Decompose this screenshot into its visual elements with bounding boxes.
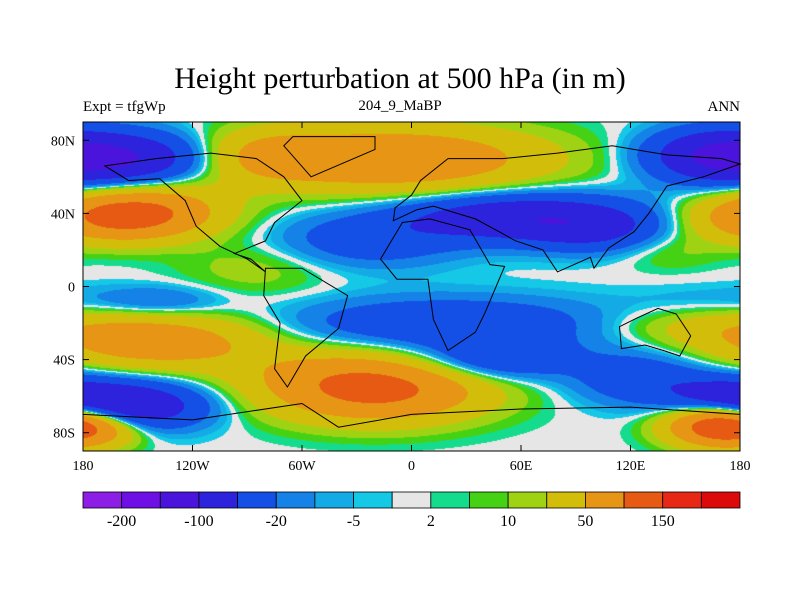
colorbar-box xyxy=(391,491,432,509)
experiment-label: Expt = tfgWp xyxy=(83,99,166,115)
chart-title: Height perturbation at 500 hPa (in m) xyxy=(174,62,626,95)
colorbar-label: 150 xyxy=(651,513,675,530)
colorbar-box xyxy=(623,491,664,509)
colorbar-box xyxy=(314,491,354,509)
y-tick-label: 0 xyxy=(68,281,75,296)
colorbar-box xyxy=(198,491,238,509)
colorbar-box xyxy=(662,491,702,509)
colorbar-box xyxy=(430,491,470,509)
colorbar-box xyxy=(237,491,277,509)
case-label: 204_9_MaBP xyxy=(358,98,442,114)
x-tick-label: 60E xyxy=(510,459,533,474)
coastline-1 xyxy=(263,267,349,388)
x-tick-label: 120W xyxy=(175,459,210,474)
colorbar-label: -20 xyxy=(266,513,287,530)
colorbar-box xyxy=(82,491,123,509)
y-tick-label: 80N xyxy=(51,134,75,149)
colorbar-label: -100 xyxy=(184,513,213,530)
x-tick-label: 0 xyxy=(408,459,415,474)
coastline-4 xyxy=(392,145,742,273)
x-tick-label: 180 xyxy=(730,459,751,474)
colorbar-box xyxy=(546,491,586,509)
contour-field xyxy=(83,122,740,451)
colorbar-label: -200 xyxy=(107,513,136,530)
coastline-0 xyxy=(103,152,303,273)
season-label: ANN xyxy=(707,99,741,115)
y-tick-label: 80S xyxy=(53,427,75,442)
colorbar-box xyxy=(469,491,509,509)
x-tick-label: 120E xyxy=(616,459,646,474)
y-tick-label: 40S xyxy=(53,354,75,369)
x-tick-label: 60W xyxy=(288,459,316,474)
colorbar-box xyxy=(700,491,741,509)
colorbar-label: -5 xyxy=(347,513,360,530)
colorbar-box xyxy=(121,491,161,509)
colorbar-label: 2 xyxy=(427,513,435,530)
coastline-3 xyxy=(379,218,506,352)
colorbar-box xyxy=(275,491,316,509)
colorbar-box xyxy=(585,491,625,509)
x-tick-label: 180 xyxy=(73,459,94,474)
coastline-2 xyxy=(283,136,376,178)
colorbar-label: 10 xyxy=(500,513,516,530)
colorbar-box xyxy=(159,491,200,509)
coastline-5 xyxy=(618,307,692,357)
colorbar-box xyxy=(507,491,548,509)
colorbar-box xyxy=(353,491,393,509)
colorbar-label: 50 xyxy=(577,513,593,530)
y-tick-label: 40N xyxy=(51,207,75,222)
